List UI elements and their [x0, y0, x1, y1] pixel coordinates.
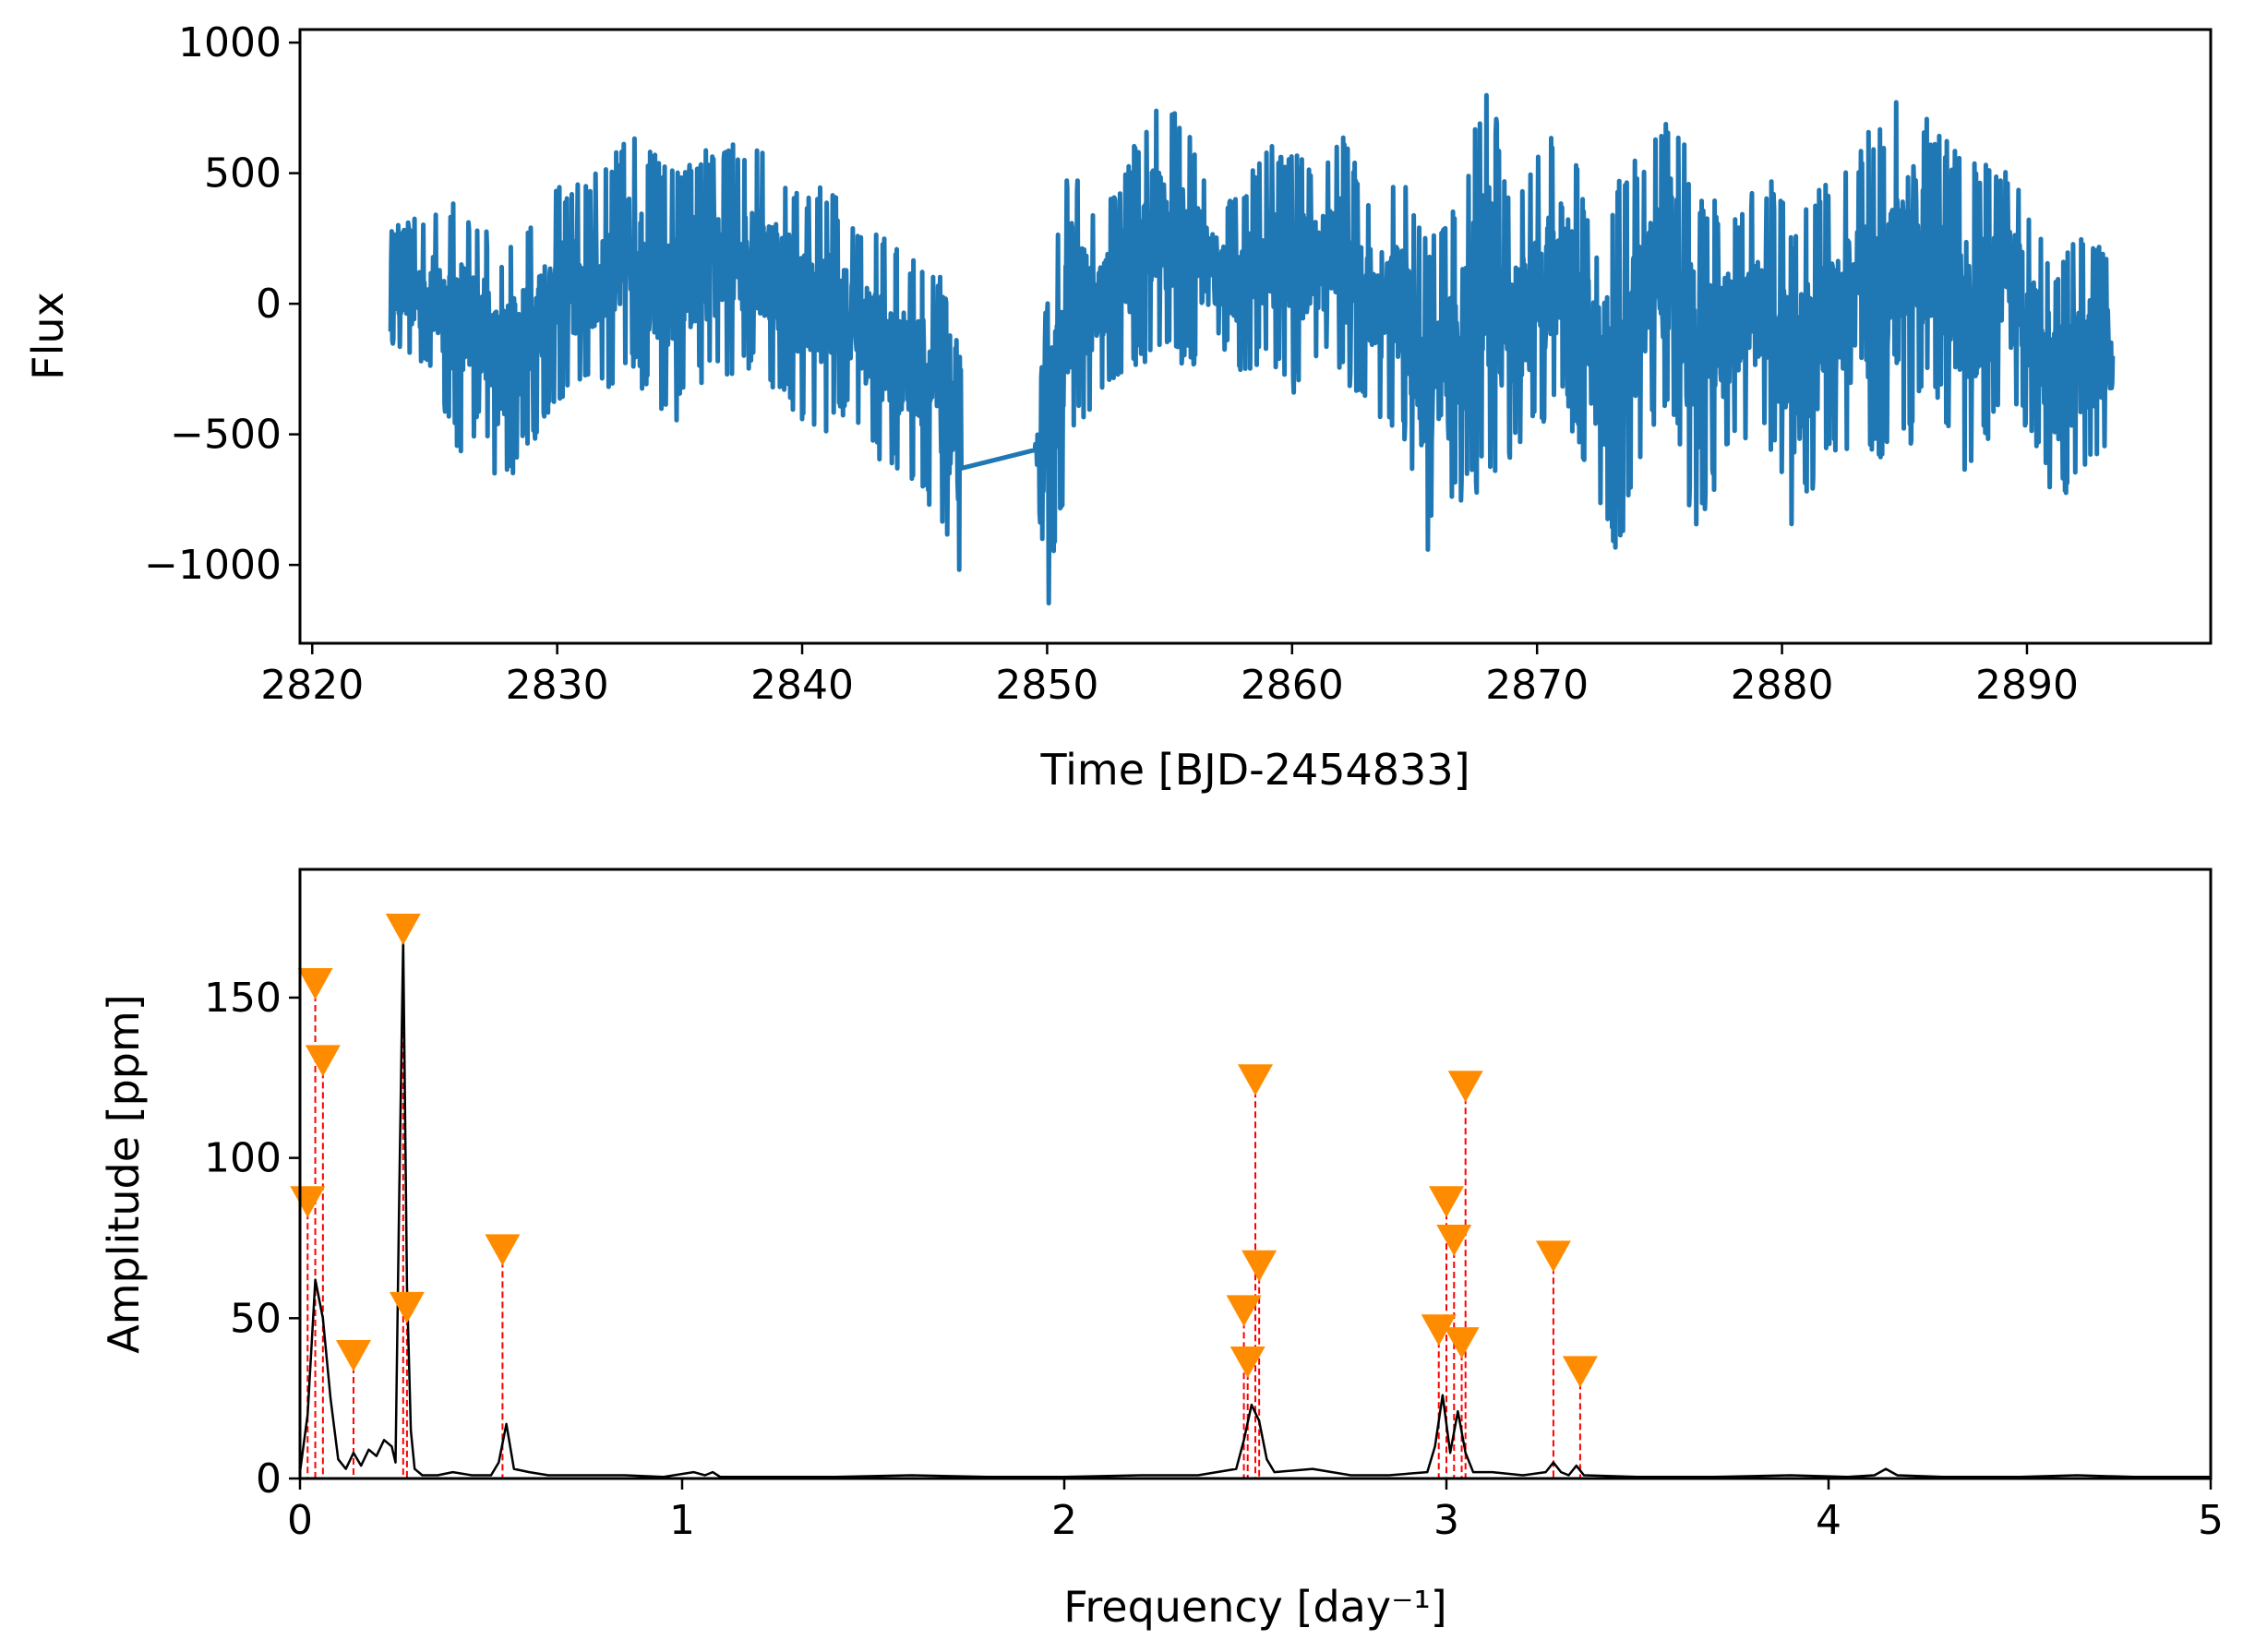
light-curve-x-tick-label: 2890 — [1975, 662, 2079, 709]
peak-marker-triangle — [1444, 1327, 1480, 1359]
light-curve-y-tick-label: 1000 — [178, 19, 282, 66]
light-curve-panel: 2820 2830 2840 2850 2860 2870 2880 2890 −1000 −50… — [23, 19, 2213, 795]
peak-marker-triangle — [1421, 1314, 1457, 1347]
peak-marker-triangle — [1429, 1186, 1464, 1218]
light-curve-y-tick-label: −1000 — [144, 542, 282, 589]
amplitude-spectrum-y-tick-label: 50 — [230, 1295, 282, 1342]
amplitude-spectrum-x-tick-label: 1 — [669, 1497, 695, 1544]
light-curve-y-axis-label: Flux — [23, 292, 73, 380]
light-curve-y-tick-label: 500 — [204, 150, 282, 198]
peak-marker-triangle — [485, 1234, 521, 1266]
amplitude-spectrum-x-tick-label: 2 — [1051, 1497, 1077, 1544]
light-curve-y-tick-label: 0 — [256, 281, 282, 328]
peak-marker-triangle — [297, 968, 333, 1000]
light-curve-x-tick-label: 2860 — [1241, 662, 1344, 709]
amplitude-spectrum-x-tick-label: 4 — [1816, 1497, 1841, 1544]
peak-marker-triangle — [1226, 1295, 1262, 1327]
peak-marker-triangle — [1535, 1240, 1571, 1273]
peak-marker-triangle — [385, 914, 421, 945]
amplitude-spectrum-y-tick-label: 100 — [204, 1135, 282, 1182]
peak-marker-triangle — [305, 1045, 341, 1077]
amplitude-spectrum-x-axis-label: Frequency [day⁻¹] — [1063, 1582, 1446, 1632]
peak-marker-triangle — [335, 1340, 371, 1371]
amplitude-spectrum-y-tick-label: 0 — [256, 1455, 282, 1502]
peak-marker-triangle — [1238, 1064, 1273, 1096]
amplitude-spectrum-y-tick-label: 150 — [204, 975, 282, 1022]
light-curve-x-tick-label: 2880 — [1731, 662, 1834, 709]
peak-marker-triangle — [1241, 1250, 1277, 1282]
amplitude-spectrum-data-layer — [290, 914, 2211, 1478]
peak-marker-triangle — [1229, 1346, 1265, 1378]
amplitude-spectrum-line — [298, 939, 2211, 1478]
light-curve-x-tick-label: 2840 — [750, 662, 854, 709]
light-curve-x-axis-label: Time [BJD-2454833] — [1039, 745, 1469, 795]
flux-series-line — [388, 92, 2116, 606]
light-curve-axes: 2820 2830 2840 2850 2860 2870 2880 2890 −1000 −50… — [144, 19, 2079, 709]
amplitude-spectrum-plot-frame — [298, 868, 2213, 1480]
amplitude-spectrum-x-tick-label: 5 — [2198, 1497, 2224, 1544]
light-curve-x-tick-label: 2830 — [506, 662, 609, 709]
light-curve-plot-frame — [298, 28, 2213, 645]
peak-marker-triangle — [1447, 1071, 1483, 1103]
light-curve-x-tick-label: 2850 — [995, 662, 1098, 709]
light-curve-data-layer — [388, 92, 2116, 606]
amplitude-spectrum-x-tick-label: 3 — [1433, 1497, 1459, 1544]
peak-marker-triangle — [290, 1186, 326, 1218]
light-curve-y-tick-label: −500 — [170, 412, 282, 459]
peak-marker-triangle — [389, 1291, 425, 1323]
light-curve-x-tick-label: 2820 — [260, 662, 364, 709]
light-curve-x-tick-label: 2870 — [1485, 662, 1589, 709]
peak-marker-triangle — [1436, 1224, 1472, 1256]
amplitude-spectrum-x-tick-label: 0 — [287, 1497, 313, 1544]
amplitude-spectrum-y-axis-label: Amplitude [ppm] — [99, 994, 149, 1353]
peak-marker-triangle — [1562, 1356, 1598, 1388]
